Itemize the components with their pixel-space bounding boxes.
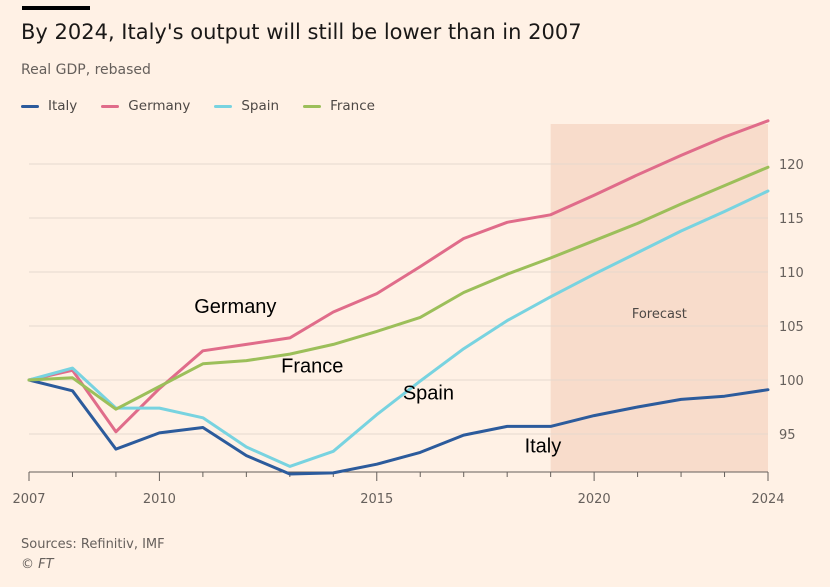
legend-label-italy: Italy [48, 98, 78, 114]
legend-swatch-italy [21, 104, 39, 108]
x-tick-label: 2015 [360, 492, 393, 507]
y-tick-label: 120 [779, 158, 804, 173]
ft-top-bar [22, 6, 90, 10]
legend-swatch-germany [101, 104, 120, 108]
y-tick-label: 115 [779, 212, 804, 227]
forecast-label: Forecast [632, 307, 687, 322]
legend-label-germany: Germany [128, 98, 191, 114]
legend-label-spain: Spain [241, 98, 280, 114]
annotation-spain: Spain [403, 382, 454, 404]
x-tick-label: 2007 [12, 492, 45, 507]
series-line-italy [27, 378, 770, 476]
legend: Italy Germany Spain France [21, 98, 399, 114]
annotation-france: France [281, 355, 343, 377]
y-tick-label: 105 [779, 320, 804, 335]
legend-item-italy: Italy [21, 98, 77, 114]
legend-label-france: France [330, 98, 375, 114]
y-tick-label: 110 [779, 266, 804, 281]
ft-credit: © FT [21, 557, 54, 572]
series-line-france [27, 165, 770, 411]
legend-swatch-spain [214, 104, 233, 108]
legend-swatch-france [303, 104, 322, 108]
chart-subtitle: Real GDP, rebased [21, 62, 151, 78]
source-note: Sources: Refinitiv, IMF [21, 537, 165, 552]
legend-item-spain: Spain [214, 98, 279, 114]
y-tick-label: 95 [779, 428, 796, 443]
legend-item-france: France [303, 98, 375, 114]
series-line-germany [27, 119, 770, 434]
y-tick-label: 100 [779, 374, 804, 389]
x-tick-label: 2024 [751, 492, 784, 507]
annotation-italy: Italy [525, 435, 562, 457]
chart-title: By 2024, Italy's output will still be lo… [21, 20, 582, 44]
x-tick-label: 2010 [143, 492, 176, 507]
x-tick-label: 2020 [578, 492, 611, 507]
series-line-spain [27, 189, 770, 468]
annotation-germany: Germany [194, 296, 276, 318]
legend-item-germany: Germany [101, 98, 190, 114]
